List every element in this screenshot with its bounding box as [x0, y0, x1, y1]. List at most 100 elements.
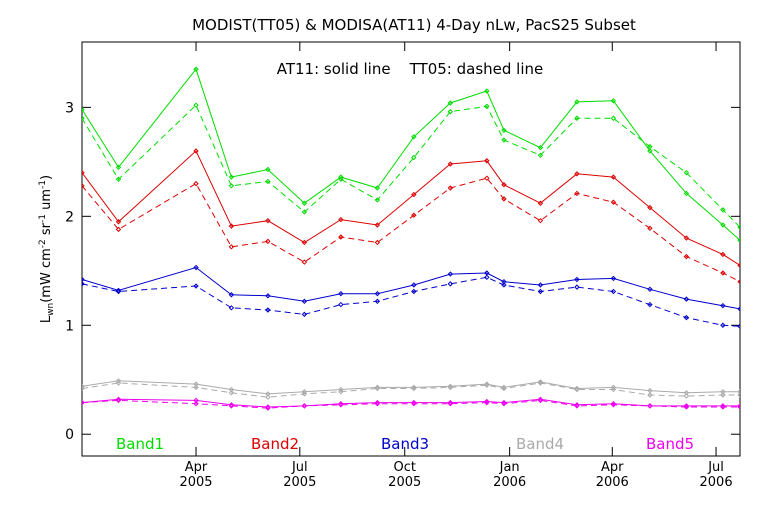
data-point-band5-at11 [82, 399, 85, 406]
data-point-band1-at11 [338, 174, 344, 180]
data-point-band1-at11 [228, 174, 235, 180]
data-point-band1-at11 [484, 88, 490, 94]
data-point-band4-at11 [374, 384, 381, 391]
data-point-band3-tt05 [720, 322, 726, 328]
legend-label-band1: Band1 [116, 435, 164, 453]
data-point-band2-tt05 [82, 183, 85, 189]
data-point-band3-tt05 [683, 314, 690, 321]
data-point-band1-at11 [411, 134, 417, 140]
y-axis-label: Lwn(mW cm-2 sr-1 um-1) [38, 175, 56, 323]
data-point-band5-at11 [115, 396, 122, 403]
data-point-band1-at11 [501, 127, 507, 133]
data-point-band1-tt05 [411, 154, 417, 161]
data-point-band1-at11 [193, 66, 199, 72]
data-point-band5-at11 [574, 402, 580, 408]
data-point-band3-at11 [115, 287, 122, 294]
legend-label-band4: Band4 [516, 435, 564, 453]
x-tick-label-month: Apr [185, 460, 208, 475]
data-point-band5-at11 [447, 399, 454, 406]
data-point-band2-tt05 [411, 212, 417, 218]
x-tick-label-year: 2006 [596, 475, 629, 490]
data-point-band2-tt05 [338, 234, 344, 240]
data-point-band2-at11 [647, 204, 653, 211]
x-tick-label-month: Jan [499, 460, 520, 475]
x-tick-label-month: Apr [601, 460, 624, 475]
legend-label-band3: Band3 [381, 435, 429, 453]
data-point-band2-at11 [484, 158, 490, 164]
data-point-band4-at11 [82, 383, 85, 389]
series-line-band1-tt05 [82, 104, 740, 228]
data-point-band4-at11 [683, 390, 690, 396]
data-point-band3-at11 [484, 270, 490, 276]
data-point-band1-tt05 [574, 115, 580, 121]
data-point-band3-at11 [720, 302, 726, 309]
data-point-band1-tt05 [720, 207, 726, 213]
data-point-band3-at11 [447, 271, 454, 277]
series-line-band1-at11 [82, 68, 740, 241]
data-point-band1-at11 [683, 190, 690, 197]
data-point-band4-tt05 [647, 392, 653, 398]
data-point-band5-at11 [193, 397, 199, 404]
data-point-band3-tt05 [647, 301, 653, 308]
data-point-band4-at11 [193, 381, 199, 387]
data-point-band2-at11 [374, 222, 381, 228]
data-point-band2-tt05 [647, 225, 653, 232]
data-point-band2-tt05 [265, 238, 271, 245]
data-point-band5-at11 [228, 402, 235, 408]
data-point-band1-tt05 [484, 103, 490, 109]
data-point-band2-at11 [115, 219, 122, 225]
data-point-band1-at11 [115, 164, 122, 170]
data-point-band3-tt05 [374, 298, 381, 305]
data-point-band3-tt05 [737, 323, 740, 330]
data-point-band1-at11 [301, 200, 308, 206]
x-tick-label-month: Jul [707, 460, 724, 475]
data-point-band3-tt05 [411, 288, 417, 295]
data-point-band1-at11 [537, 144, 544, 151]
data-point-band5-at11 [374, 399, 381, 406]
series-line-band4-at11 [82, 380, 740, 395]
data-point-band2-at11 [501, 182, 507, 188]
line-style-annotation: AT11: solid line TT05: dashed line [277, 60, 544, 78]
data-point-band4-at11 [115, 378, 122, 384]
data-point-band1-tt05 [447, 109, 454, 115]
data-point-band2-at11 [301, 239, 308, 246]
data-point-band3-at11 [374, 290, 381, 297]
data-point-band5-at11 [610, 400, 617, 407]
y-tick-label: 2 [65, 209, 74, 225]
data-point-band2-tt05 [193, 180, 199, 187]
series-group [82, 66, 740, 411]
legend-label-band5: Band5 [646, 435, 694, 453]
data-point-band3-at11 [338, 290, 344, 297]
data-point-band3-at11 [574, 276, 580, 283]
data-point-band3-at11 [82, 276, 85, 283]
series-line-band3-tt05 [82, 276, 740, 327]
data-point-band2-tt05 [737, 278, 740, 285]
data-point-band1-tt05 [82, 115, 85, 121]
data-point-band1-tt05 [647, 143, 653, 150]
data-point-band4-at11 [411, 384, 417, 391]
data-point-band2-tt05 [537, 217, 544, 224]
data-point-band1-tt05 [501, 137, 507, 143]
data-point-band4-at11 [447, 383, 454, 389]
x-tick-label-year: 2005 [388, 475, 421, 490]
data-point-band3-at11 [647, 286, 653, 293]
data-point-band3-at11 [610, 275, 617, 282]
data-point-band5-at11 [737, 403, 740, 409]
data-point-band4-at11 [301, 389, 308, 395]
data-point-band2-tt05 [374, 239, 381, 246]
x-tick-label-year: 2006 [493, 475, 526, 490]
data-point-band5-at11 [647, 403, 653, 409]
data-point-band5-at11 [338, 400, 344, 407]
data-point-band2-tt05 [683, 253, 690, 260]
x-tick-label-year: 2006 [700, 475, 733, 490]
data-point-band1-tt05 [265, 178, 271, 185]
data-point-band3-at11 [737, 306, 740, 312]
data-point-band1-at11 [447, 100, 454, 106]
data-point-band2-at11 [265, 217, 271, 224]
data-point-band4-at11 [501, 384, 507, 391]
data-point-band4-at11 [610, 384, 617, 391]
chart-title: MODIST(TT05) & MODISA(AT11) 4-Day nLw, P… [192, 16, 636, 34]
data-point-band1-tt05 [115, 176, 122, 182]
data-point-band3-tt05 [265, 307, 271, 313]
